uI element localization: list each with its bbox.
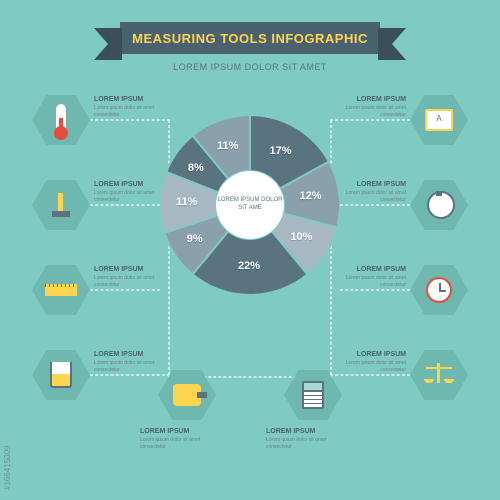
stopwatch-icon: [427, 191, 451, 219]
connector-line: [330, 374, 410, 376]
item-title: LOREM IPSUM: [94, 96, 162, 103]
slice-label: 11%: [176, 196, 197, 208]
text-block: LOREM IPSUM Lorem ipsum dolor sit amet co…: [94, 96, 162, 118]
item-body: Lorem ipsum dolor sit amet consectetur: [338, 360, 406, 373]
ruler-icon: [45, 284, 77, 296]
beaker-icon: [50, 362, 72, 388]
caliper-icon: [48, 193, 74, 217]
hexagon-clock: [410, 265, 468, 315]
item-title: LOREM IPSUM: [94, 266, 162, 273]
text-block: LOREM IPSUM Lorem ipsum dolor sit amet co…: [338, 351, 406, 373]
connector-line: [90, 204, 160, 206]
connector-line: [90, 374, 170, 376]
watermark: #166415009: [3, 446, 12, 491]
donut-center-text: LOREM IPSUM DOLOR SIT AME: [216, 197, 284, 213]
item-body: Lorem ipsum dolor sit amet consectetur: [94, 105, 162, 118]
text-block: LOREM IPSUM Lorem ipsum dolor sit amet co…: [266, 428, 334, 450]
slice-label: 11%: [217, 140, 238, 152]
item-body: Lorem ipsum dolor sit amet consectetur: [94, 275, 162, 288]
item-body: Lorem ipsum dolor sit amet consectetur: [338, 275, 406, 288]
hexagon-caliper: [32, 180, 90, 230]
item-body: Lorem ipsum dolor sit amet consectetur: [140, 437, 208, 450]
donut-chart: LOREM IPSUM DOLOR SIT AME 17% 12% 10% 22% 9%…: [160, 115, 340, 295]
text-block: LOREM IPSUM Lorem ipsum dolor sit amet co…: [338, 181, 406, 203]
banner-ribbon: MEASURING TOOLS INFOGRAPHIC: [120, 22, 380, 54]
connector-line: [90, 119, 170, 121]
item-title: LOREM IPSUM: [338, 266, 406, 273]
slice-label: 9%: [187, 233, 203, 245]
item-body: Lorem ipsum dolor sit amet consectetur: [266, 437, 334, 450]
item-body: Lorem ipsum dolor sit amet consectetur: [94, 360, 162, 373]
item-title: LOREM IPSUM: [338, 351, 406, 358]
hexagon-beaker: [32, 350, 90, 400]
item-title: LOREM IPSUM: [338, 96, 406, 103]
clock-icon: [426, 277, 452, 303]
slice-label: 8%: [188, 162, 204, 174]
hexagon-stopwatch: [410, 180, 468, 230]
slice-label: 22%: [238, 260, 260, 272]
scales-icon: [424, 363, 454, 387]
item-title: LOREM IPSUM: [266, 428, 334, 435]
slice-label: 10%: [290, 231, 312, 243]
connector-line: [90, 289, 160, 291]
hexagon-ruler: [32, 265, 90, 315]
calculator-icon: [302, 381, 324, 409]
thermometer-icon: [56, 104, 66, 136]
title-banner: MEASURING TOOLS INFOGRAPHIC: [90, 22, 410, 64]
item-title: LOREM IPSUM: [338, 181, 406, 188]
item-title: LOREM IPSUM: [94, 181, 162, 188]
connector-line: [340, 204, 410, 206]
item-body: Lorem ipsum dolor sit amet consectetur: [338, 105, 406, 118]
text-block: LOREM IPSUM Lorem ipsum dolor sit amet co…: [94, 351, 162, 373]
text-block: LOREM IPSUM Lorem ipsum dolor sit amet co…: [338, 266, 406, 288]
text-block: LOREM IPSUM Lorem ipsum dolor sit amet co…: [338, 96, 406, 118]
slice-label: 12%: [300, 190, 322, 202]
hexagon-meter: [410, 95, 468, 145]
hexagon-thermometer: [32, 95, 90, 145]
banner-title: MEASURING TOOLS INFOGRAPHIC: [132, 31, 368, 46]
text-block: LOREM IPSUM Lorem ipsum dolor sit amet co…: [94, 181, 162, 203]
meter-icon: [425, 109, 453, 131]
text-block: LOREM IPSUM Lorem ipsum dolor sit amet co…: [140, 428, 208, 450]
connector-line: [340, 289, 410, 291]
tape-icon: [173, 384, 201, 406]
donut-center: LOREM IPSUM DOLOR SIT AME: [216, 171, 284, 239]
slice-label: 17%: [270, 145, 292, 157]
item-body: Lorem ipsum dolor sit amet consectetur: [94, 190, 162, 203]
connector-line: [330, 119, 410, 121]
item-body: Lorem ipsum dolor sit amet consectetur: [338, 190, 406, 203]
item-title: LOREM IPSUM: [140, 428, 208, 435]
item-title: LOREM IPSUM: [94, 351, 162, 358]
text-block: LOREM IPSUM Lorem ipsum dolor sit amet co…: [94, 266, 162, 288]
hexagon-scales: [410, 350, 468, 400]
